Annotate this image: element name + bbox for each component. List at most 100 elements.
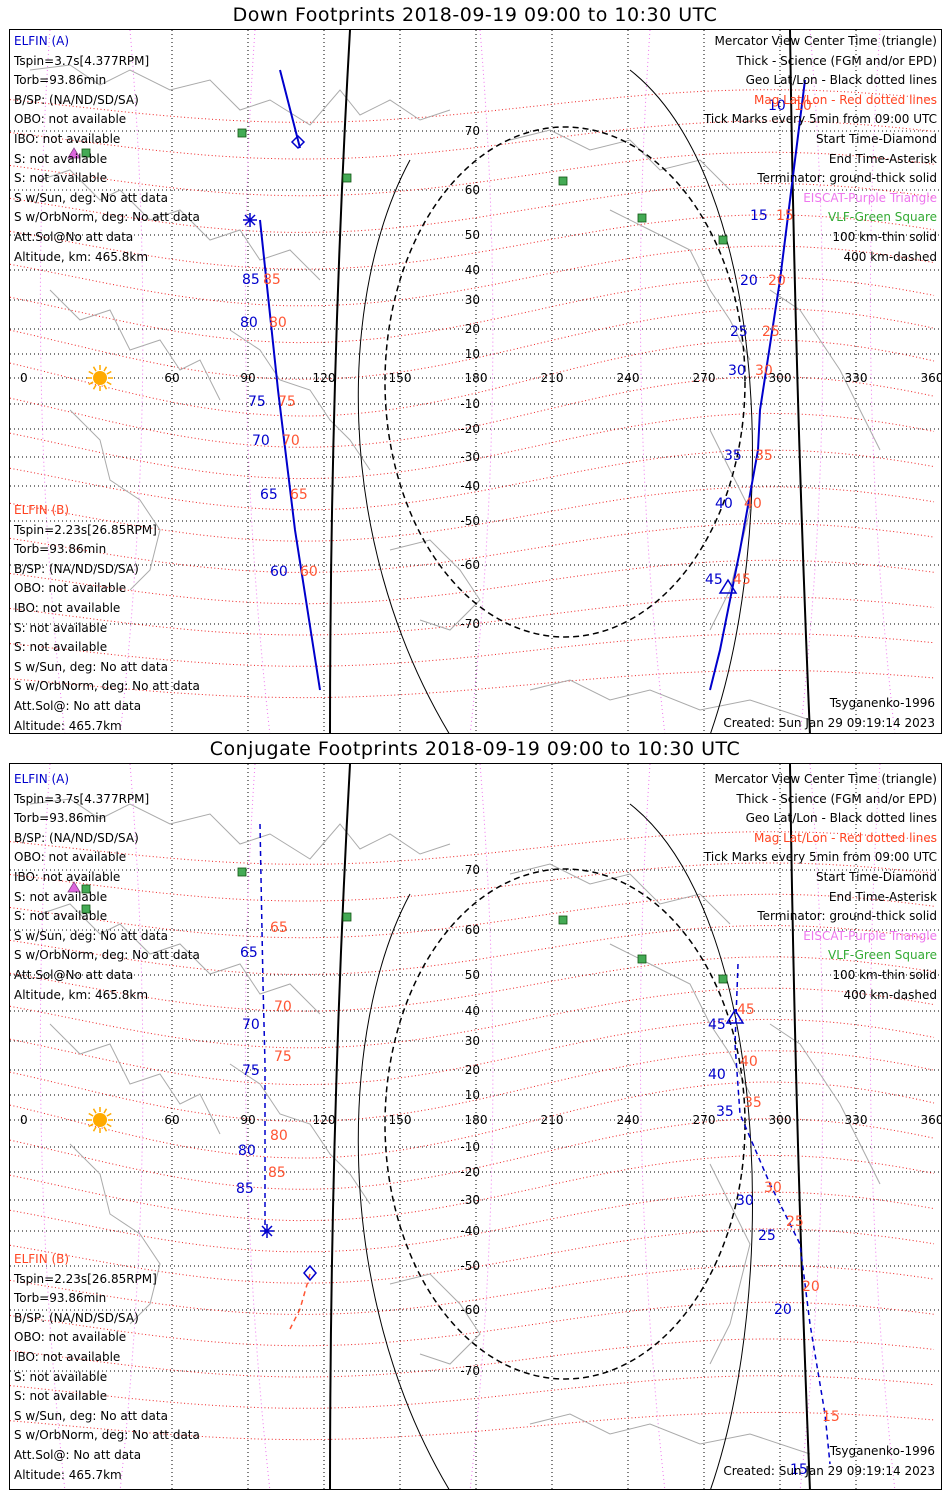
mag-parallel: [10, 214, 935, 270]
vlf-station-icon: [81, 148, 91, 158]
info-line: IBO: not available: [14, 131, 121, 146]
info-line: Torb=93.86min: [14, 542, 107, 557]
sun-ray: [106, 381, 112, 386]
track-label-a: 60: [270, 564, 288, 580]
track-label-b: 70: [274, 999, 292, 1015]
elfin-a-name: ELFIN (A): [14, 772, 70, 786]
lon-tick-label: 300: [769, 1113, 792, 1127]
lon-tick-label: 120: [313, 1113, 336, 1127]
info-line: S: not available: [14, 620, 108, 635]
vlf-station-icon: [718, 974, 728, 984]
terminator-100km-west: [357, 159, 450, 733]
mag-parallel: [10, 669, 935, 699]
info-line: IBO: not available: [14, 869, 121, 884]
info-line: S: not available: [14, 171, 108, 186]
coastline: [29, 64, 451, 126]
sun-ray: [92, 1126, 97, 1132]
info-line: Tspin=2.23s[26.85RPM]: [14, 522, 157, 537]
legend-eiscat: EISCAT-Purple Triangle: [803, 190, 937, 205]
legend-vlf: VLF-Green Square: [828, 210, 937, 225]
mag-meridian: [799, 30, 824, 733]
coastline: [49, 1023, 221, 1135]
mag-meridian: [244, 30, 271, 733]
lat-tick-label: -30: [460, 450, 480, 464]
lon-tick-label: 150: [389, 371, 412, 385]
lat-tick-label: -20: [460, 422, 480, 436]
legend-1: Mercator View Center Time (triangle) Thi…: [704, 32, 937, 267]
coastline: [769, 1023, 881, 1185]
coastline: [29, 798, 451, 860]
legend-view: Mercator View Center Time (triangle): [714, 34, 937, 48]
panel-2-map: 65 70 75 80 85 45 40 35 30 25 20 15 65 70 75 80 85 45 40 35…: [9, 763, 942, 1490]
created-label: Created: Sun Jan 29 09:19:14 2023: [723, 716, 935, 730]
track-label-b: 35: [744, 1095, 762, 1111]
lon-tick-label: 270: [693, 1113, 716, 1127]
map-graphics-2: 65 70 75 80 85 45 40 35 30 25 20 15 65 70 75 80 85 45 40 35…: [10, 764, 941, 1489]
mag-parallel: [10, 89, 935, 123]
legend-mag: Mag Lat/Lon - Red dotted lines: [753, 830, 937, 845]
terminator-100km-east: [629, 69, 753, 733]
vlf-station-icon: [718, 235, 728, 245]
info-line: Torb=93.86min: [14, 73, 107, 88]
vlf-station-icon: [637, 213, 647, 223]
elfin-b-name: ELFIN (B): [14, 1252, 70, 1266]
lat-tick-label: 30: [465, 293, 480, 307]
lat-tick-label: -50: [460, 1259, 480, 1273]
track-label-a: 25: [758, 1228, 776, 1244]
elfin-a-info-1: ELFIN (A) Tspin=3.7s[4.377RPM] Torb=93.8…: [14, 32, 200, 267]
lat-tick-label: 20: [465, 1063, 480, 1077]
vlf-station-icon: [558, 176, 568, 186]
mag-parallel: [10, 151, 935, 197]
sun-ray: [103, 1126, 108, 1132]
coastline: [39, 903, 321, 1015]
sun-ray: [106, 1123, 112, 1128]
lon-tick-label: 90: [240, 1113, 255, 1127]
mag-grid-1: [10, 30, 935, 733]
mag-parallel: [10, 308, 935, 380]
track-label-b: 20: [802, 1279, 820, 1295]
info-line: Altitude, km: 465.8km: [14, 987, 149, 1002]
coastline: [709, 1163, 751, 1365]
info-line: S w/Sun, deg: No att data: [14, 1408, 168, 1423]
track-label-a: 65: [260, 487, 278, 503]
coastline: [509, 863, 731, 925]
coastline: [229, 329, 371, 471]
mag-meridian: [469, 30, 494, 733]
coastline: [69, 409, 161, 591]
lat-tick-label: 60: [465, 923, 480, 937]
track-label-b: 15: [776, 208, 794, 224]
sun-icon: [93, 371, 107, 385]
mag-meridian: [39, 30, 66, 733]
info-line: Att.Sol@: No att data: [14, 1447, 142, 1462]
track-label-b: 25: [786, 1214, 804, 1230]
info-line: S: not available: [14, 1389, 108, 1404]
track-label-b: 85: [268, 1165, 286, 1181]
sun-ray: [88, 1112, 94, 1117]
info-line: Torb=93.86min: [14, 1291, 107, 1306]
lat-tick-label: -20: [460, 1165, 480, 1179]
sun-ray: [88, 1123, 94, 1128]
legend-thick: Thick - Science (FGM and/or EPD): [736, 53, 937, 68]
panel-1-title: Down Footprints 2018-09-19 09:00 to 10:3…: [232, 4, 718, 26]
track-label-a: 85: [242, 272, 260, 288]
info-line: S w/Sun, deg: No att data: [14, 928, 168, 943]
tick-labels-1: 85 80 75 70 65 60 10 15 20 25 30 35 40 45 85 80 75 70 65 60…: [20, 98, 941, 631]
mag-parallel: [10, 376, 935, 448]
info-line: S: not available: [14, 640, 108, 655]
lon-tick-label: 90: [240, 371, 255, 385]
track-label-a: 65: [240, 945, 258, 961]
track-label-b: 45: [737, 1002, 755, 1018]
elfin-b-info-1: ELFIN (B) Tspin=2.23s[26.85RPM] Torb=93.…: [14, 501, 200, 733]
track-label-b: 40: [744, 496, 762, 512]
elfin-a-track-west: [259, 69, 321, 691]
start-diamond-icon: [290, 134, 306, 150]
info-line: B/SP: (NA/ND/SD/SA): [14, 1310, 139, 1325]
lon-tick-label: 120: [313, 371, 336, 385]
track-label-b: 65: [290, 487, 308, 503]
sun-icon: [93, 1113, 107, 1127]
terminator-400km: [384, 868, 746, 1380]
terminator-100km-east: [629, 803, 753, 1489]
mag-parallel: [10, 559, 935, 605]
vlf-station-icon: [558, 915, 568, 925]
map-graphics-1: 85 80 75 70 65 60 10 15 20 25 30 35 40 45 85 80 75 70 65 60…: [10, 30, 941, 733]
